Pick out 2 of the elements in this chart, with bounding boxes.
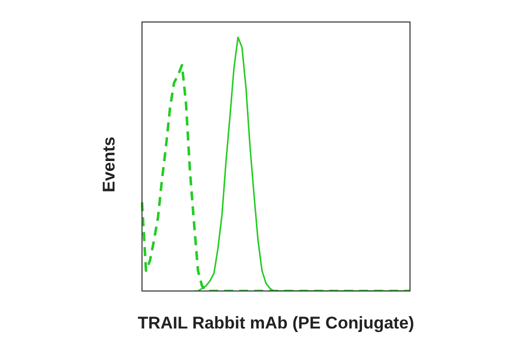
x-axis-title: TRAIL Rabbit mAb (PE Conjugate) xyxy=(138,314,414,333)
y-axis-title: Events xyxy=(100,136,119,192)
